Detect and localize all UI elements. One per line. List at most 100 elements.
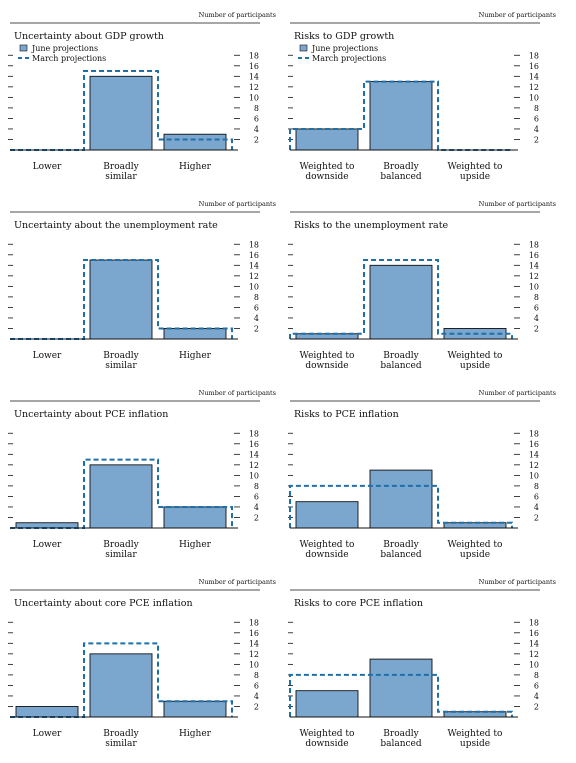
y-tick-label: 16	[529, 440, 539, 449]
y-tick-label: 12	[529, 83, 539, 92]
legend-march-label: March projections	[312, 54, 386, 63]
chart-title: Risks to PCE inflation	[294, 409, 399, 420]
june-bar	[369, 469, 433, 529]
category-label: Weighted to downside	[300, 729, 355, 749]
y-tick-label: 12	[249, 272, 259, 281]
chart-title: Uncertainty about GDP growth	[14, 31, 164, 42]
y-tick-label: 2	[534, 135, 539, 144]
y-tick-label: 4	[534, 125, 539, 134]
chart-svg: Number of participants Risks to GDP growt…	[288, 11, 556, 182]
june-bar	[295, 690, 359, 718]
chart-title: Risks to GDP growth	[294, 31, 394, 42]
category-label: Higher	[179, 729, 212, 739]
category-label: Broadly similar	[103, 729, 139, 749]
y-tick-label: 2	[254, 702, 259, 711]
unit-label: Number of participants	[479, 11, 556, 19]
y-tick-label: 6	[534, 114, 539, 123]
june-bar	[163, 328, 227, 340]
chart-svg: Number of participants Uncertainty about …	[8, 389, 276, 560]
y-tick-label: 16	[529, 62, 539, 71]
category-label: Broadly similar	[103, 162, 139, 182]
y-tick-label: 2	[254, 135, 259, 144]
category-label: Weighted to upside	[448, 540, 503, 560]
y-tick-label: 4	[254, 503, 259, 512]
june-bar	[89, 464, 153, 529]
june-bar	[295, 128, 359, 151]
y-tick-label: 10	[249, 93, 259, 102]
category-label: Broadly balanced	[380, 540, 422, 560]
y-tick-label: 14	[249, 72, 259, 81]
chart-panel: Number of participants Risks to the unemp…	[288, 197, 558, 385]
y-tick-label: 4	[254, 125, 259, 134]
june-bar	[163, 506, 227, 529]
legend-june-swatch	[299, 44, 308, 52]
chart-svg: Number of participants Uncertainty about …	[8, 11, 276, 182]
chart-panel: Number of participants Uncertainty about …	[8, 386, 278, 574]
y-tick-label: 6	[534, 303, 539, 312]
y-tick-label: 12	[529, 272, 539, 281]
march-outline	[289, 484, 513, 528]
category-label: Higher	[179, 351, 212, 361]
y-tick-label: 12	[529, 650, 539, 659]
y-tick-label: 14	[249, 261, 259, 270]
category-label: Lower	[33, 540, 62, 550]
y-tick-label: 2	[534, 702, 539, 711]
chart-title: Risks to the unemployment rate	[294, 220, 449, 231]
y-tick-label: 18	[529, 429, 539, 438]
legend-june-swatch	[19, 44, 28, 52]
unit-label: Number of participants	[199, 578, 276, 586]
chart-panel: Number of participants Risks to PCE infla…	[288, 386, 558, 574]
y-tick-label: 12	[249, 461, 259, 470]
y-tick-label: 14	[529, 450, 539, 459]
y-tick-label: 6	[254, 114, 259, 123]
unit-label: Number of participants	[479, 200, 556, 208]
y-tick-label: 8	[534, 293, 539, 302]
y-tick-label: 2	[534, 324, 539, 333]
y-tick-label: 18	[249, 429, 259, 438]
category-label: Higher	[179, 540, 212, 550]
y-tick-label: 8	[534, 104, 539, 113]
chart-svg: Number of participants Risks to the unemp…	[288, 200, 556, 371]
category-label: Broadly balanced	[380, 351, 422, 371]
y-tick-label: 10	[249, 660, 259, 669]
category-label: Weighted to upside	[448, 729, 503, 749]
y-tick-label: 10	[529, 660, 539, 669]
y-tick-label: 8	[254, 104, 259, 113]
y-tick-label: 2	[534, 513, 539, 522]
y-tick-label: 14	[529, 639, 539, 648]
y-tick-label: 18	[529, 51, 539, 60]
y-tick-label: 16	[529, 251, 539, 260]
y-tick-label: 16	[249, 629, 259, 638]
chart-svg: Number of participants Uncertainty about …	[8, 200, 276, 371]
chart-svg: Number of participants Risks to core PCE …	[288, 578, 556, 749]
y-tick-label: 12	[249, 650, 259, 659]
y-tick-label: 18	[529, 240, 539, 249]
chart-svg: Number of participants Risks to PCE infla…	[288, 389, 556, 560]
y-tick-label: 18	[529, 618, 539, 627]
y-tick-label: 18	[249, 51, 259, 60]
legend-march-label: March projections	[32, 54, 106, 63]
march-outline	[289, 259, 513, 339]
y-tick-label: 4	[534, 314, 539, 323]
y-tick-label: 16	[249, 62, 259, 71]
y-tick-label: 6	[254, 681, 259, 690]
june-bar	[295, 501, 359, 529]
y-tick-label: 18	[249, 240, 259, 249]
chart-panel: Number of participants Uncertainty about …	[8, 575, 278, 763]
chart-title: Uncertainty about the unemployment rate	[14, 220, 218, 231]
june-bar	[89, 75, 153, 151]
june-bar	[163, 700, 227, 718]
category-label: Weighted to downside	[300, 351, 355, 371]
june-bar	[89, 259, 153, 340]
unit-label: Number of participants	[199, 200, 276, 208]
unit-label: Number of participants	[479, 578, 556, 586]
chart-panel: Number of participants Uncertainty about …	[8, 8, 278, 196]
chart-panel: Number of participants Risks to GDP growt…	[288, 8, 558, 196]
y-tick-label: 10	[249, 471, 259, 480]
y-tick-label: 14	[249, 450, 259, 459]
y-tick-label: 18	[249, 618, 259, 627]
category-label: Broadly similar	[103, 351, 139, 371]
y-tick-label: 4	[254, 314, 259, 323]
y-tick-label: 8	[534, 671, 539, 680]
